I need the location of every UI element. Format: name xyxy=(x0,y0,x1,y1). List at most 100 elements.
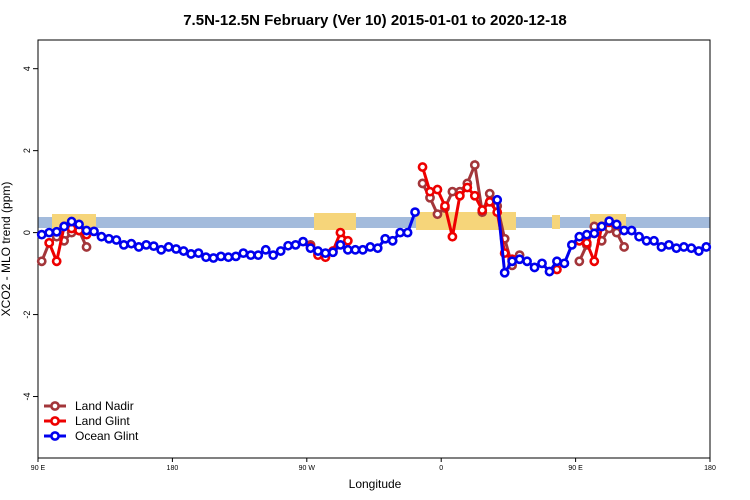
point xyxy=(566,240,577,250)
point xyxy=(581,237,592,248)
point xyxy=(492,194,503,205)
point xyxy=(686,243,697,254)
point xyxy=(141,240,152,250)
point xyxy=(514,254,525,265)
ocean-band xyxy=(38,217,710,228)
legend-label: Land Glint xyxy=(75,414,130,428)
point xyxy=(163,242,174,252)
point xyxy=(328,247,338,258)
legend-label: Ocean Glint xyxy=(75,429,139,443)
point xyxy=(178,246,189,256)
point xyxy=(313,246,323,256)
point xyxy=(96,231,107,242)
point xyxy=(410,207,420,218)
point xyxy=(208,253,219,263)
point xyxy=(641,235,652,246)
point xyxy=(298,236,308,247)
point xyxy=(335,227,346,238)
point xyxy=(51,226,62,237)
point xyxy=(477,205,488,215)
point xyxy=(81,242,92,252)
point xyxy=(402,227,413,238)
x-tick-label: 180 xyxy=(704,465,716,472)
point xyxy=(604,216,615,227)
legend-marker xyxy=(50,431,60,441)
land-patch xyxy=(314,213,356,230)
point xyxy=(36,256,47,267)
legend-marker xyxy=(50,416,60,426)
point xyxy=(626,225,637,236)
point xyxy=(611,219,622,230)
point xyxy=(574,231,585,242)
point xyxy=(619,242,630,252)
point xyxy=(223,252,234,263)
point xyxy=(104,233,114,244)
point xyxy=(447,186,458,197)
point xyxy=(186,249,196,259)
y-tick-label: 4 xyxy=(22,66,32,71)
point xyxy=(66,216,77,227)
point xyxy=(619,225,630,236)
x-tick-label: 180 xyxy=(167,465,179,472)
point xyxy=(522,256,532,267)
x-axis-label: Longitude xyxy=(349,477,402,491)
point xyxy=(596,221,607,232)
point xyxy=(81,225,92,236)
point xyxy=(387,235,398,246)
y-tick-label: 0 xyxy=(22,230,32,235)
point xyxy=(201,252,211,263)
point xyxy=(484,196,495,207)
point xyxy=(589,256,600,267)
point xyxy=(462,182,473,193)
point xyxy=(693,246,704,256)
point xyxy=(89,226,99,237)
point xyxy=(544,266,555,277)
legend-marker xyxy=(50,401,60,411)
point xyxy=(634,231,644,242)
point xyxy=(656,242,667,252)
point xyxy=(305,243,316,254)
point xyxy=(454,190,465,201)
point xyxy=(469,160,480,170)
point xyxy=(678,242,689,252)
point xyxy=(193,248,204,258)
legend-label: Land Nadir xyxy=(75,399,134,413)
point xyxy=(59,221,70,232)
point xyxy=(432,209,443,220)
point xyxy=(469,190,480,201)
point xyxy=(230,251,241,262)
point xyxy=(156,244,167,255)
point xyxy=(245,250,256,261)
point xyxy=(74,219,84,230)
point xyxy=(529,262,540,273)
point xyxy=(342,244,353,255)
point xyxy=(589,228,600,239)
point xyxy=(417,178,428,189)
point xyxy=(268,250,279,261)
point xyxy=(216,251,226,262)
x-tick-label: 0 xyxy=(439,465,443,472)
point xyxy=(148,241,159,252)
point xyxy=(290,240,301,250)
point xyxy=(380,233,391,244)
point xyxy=(44,237,55,248)
point xyxy=(350,244,361,255)
y-tick-label: 2 xyxy=(22,148,32,153)
x-tick-label: 90 W xyxy=(299,465,316,472)
point xyxy=(395,227,406,238)
x-tick-label: 90 E xyxy=(568,465,583,472)
point xyxy=(51,256,62,267)
point xyxy=(581,229,592,240)
point xyxy=(253,250,264,261)
point xyxy=(283,240,294,251)
point xyxy=(664,240,674,250)
point xyxy=(425,186,435,197)
y-axis-label: XCO2 - MLO trend (ppm) xyxy=(0,182,13,317)
point xyxy=(365,242,376,252)
point xyxy=(126,238,137,249)
point xyxy=(507,256,518,267)
point xyxy=(440,201,450,211)
y-tick-label: -4 xyxy=(22,393,32,401)
